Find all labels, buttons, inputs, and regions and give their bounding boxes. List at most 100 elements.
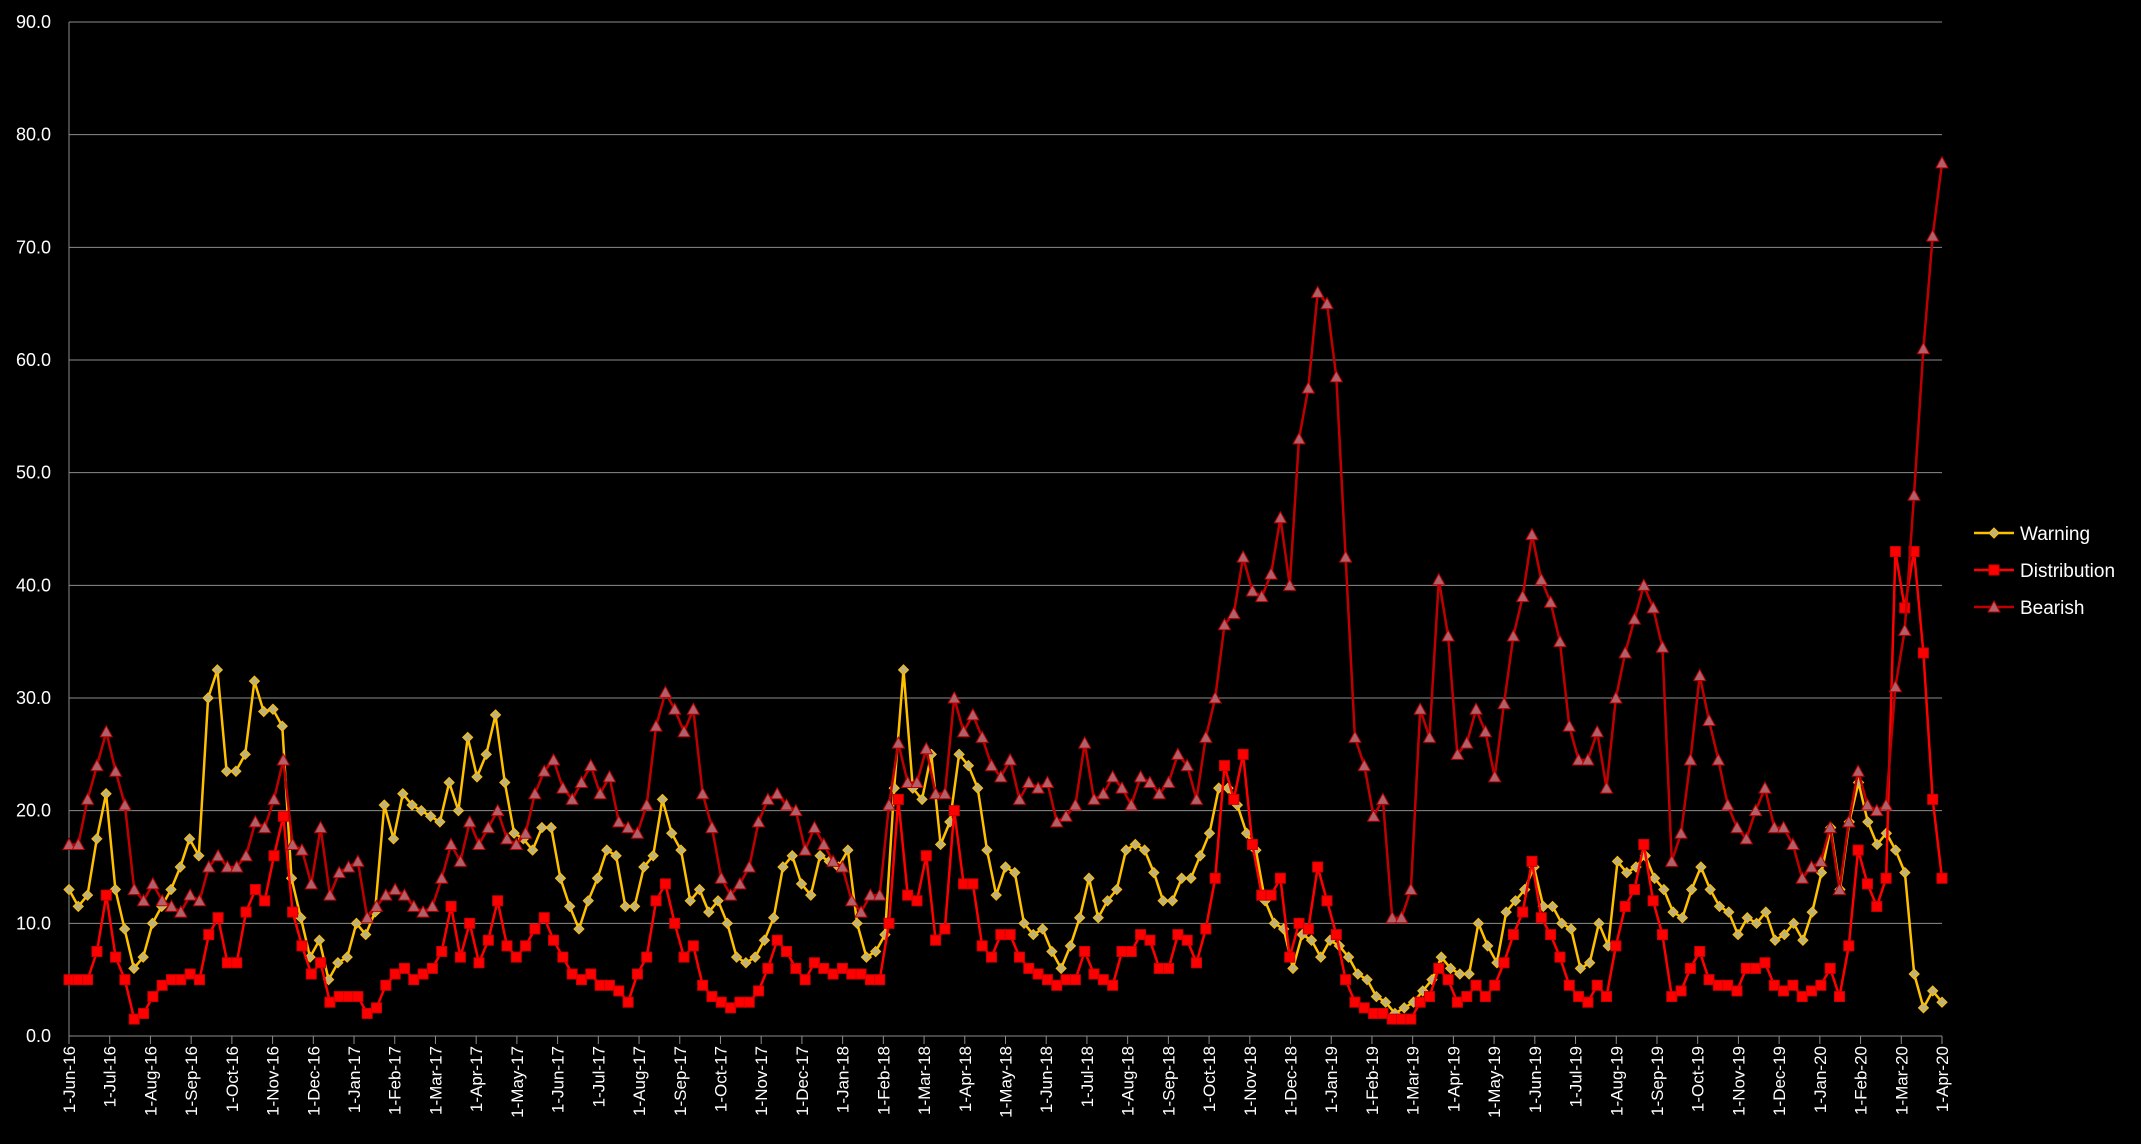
data-point-bearish	[1189, 792, 1204, 805]
data-point-bearish	[602, 769, 617, 783]
data-point-bearish	[947, 690, 962, 704]
data-point-distribution	[958, 878, 970, 890]
data-point-bearish	[1609, 690, 1623, 704]
data-point-distribution	[249, 884, 261, 896]
data-point-distribution	[1191, 957, 1203, 969]
data-point-distribution	[1787, 979, 1799, 991]
data-point-bearish	[1431, 572, 1446, 586]
data-point-warning	[1565, 923, 1577, 935]
data-point-bearish	[1124, 797, 1139, 811]
data-point-bearish	[966, 707, 980, 721]
data-point-distribution	[939, 923, 951, 935]
x-tick-label: 1-Jul-19	[1567, 1046, 1586, 1107]
x-tick-label: 1-Nov-17	[752, 1046, 771, 1116]
series-group	[62, 155, 1949, 1025]
y-tick-label: 50.0	[16, 463, 51, 483]
series-distribution	[63, 546, 1948, 1025]
data-point-warning	[638, 861, 650, 873]
data-point-distribution	[911, 895, 923, 907]
data-point-distribution	[1237, 748, 1249, 760]
data-point-distribution	[808, 957, 820, 969]
data-point-distribution	[1349, 996, 1361, 1008]
data-point-distribution	[1451, 996, 1463, 1008]
data-point-distribution	[1889, 546, 1901, 558]
data-point-bearish	[900, 775, 915, 788]
x-tick-label: 1-May-18	[997, 1046, 1016, 1118]
data-point-bearish	[1907, 488, 1921, 501]
data-point-distribution	[799, 974, 811, 986]
data-point-distribution	[986, 951, 998, 963]
data-point-warning	[1500, 906, 1512, 918]
data-point-warning	[1927, 985, 1939, 997]
x-tick-label: 1-Jun-19	[1526, 1046, 1545, 1113]
data-point-distribution	[520, 940, 532, 952]
x-tick-label: 1-Apr-20	[1933, 1046, 1952, 1112]
data-point-distribution	[883, 917, 895, 929]
data-point-bearish	[108, 764, 123, 777]
data-point-bearish	[1003, 752, 1018, 766]
data-point-warning	[1685, 883, 1698, 896]
x-tick-label: 1-Sep-17	[671, 1046, 690, 1116]
data-point-warning	[1778, 928, 1791, 941]
x-tick-label: 1-Feb-17	[386, 1046, 405, 1115]
data-point-warning	[582, 895, 594, 907]
data-point-distribution	[352, 991, 364, 1003]
data-point-distribution	[1293, 917, 1305, 929]
data-point-distribution	[1759, 957, 1771, 969]
data-point-bearish	[1292, 431, 1306, 445]
data-point-distribution	[1442, 974, 1454, 986]
data-point-distribution	[343, 991, 355, 1003]
data-point-warning	[1166, 895, 1179, 907]
data-point-distribution	[1731, 985, 1743, 997]
data-point-bearish	[1664, 854, 1679, 867]
data-point-warning	[406, 799, 418, 811]
data-point-distribution	[1218, 760, 1230, 772]
y-tick-label: 40.0	[16, 575, 51, 595]
data-point-distribution	[650, 895, 662, 907]
data-point-warning	[378, 799, 390, 811]
data-point-distribution	[743, 996, 755, 1008]
data-point-warning	[1667, 906, 1679, 918]
x-tick-label: 1-Oct-17	[711, 1046, 730, 1112]
x-tick-label: 1-Dec-17	[793, 1046, 812, 1116]
data-point-distribution	[277, 810, 289, 822]
data-point-bearish	[90, 758, 104, 772]
data-point-bearish	[844, 893, 859, 907]
data-point-distribution	[1582, 996, 1594, 1008]
x-tick-label: 1-Sep-18	[1159, 1046, 1178, 1116]
data-point-bearish	[360, 910, 375, 924]
data-point-bearish	[611, 814, 626, 828]
data-point-distribution	[193, 974, 205, 986]
data-point-bearish	[1404, 882, 1418, 896]
x-tick-label: 1-Nov-19	[1729, 1046, 1748, 1116]
data-point-bearish	[1506, 628, 1521, 642]
axes	[68, 22, 1943, 1044]
data-point-bearish	[425, 899, 440, 912]
data-point-bearish	[956, 724, 971, 738]
legend-label: Warning	[2020, 524, 2090, 545]
data-point-bearish	[1208, 690, 1223, 704]
data-point-bearish	[919, 741, 934, 755]
data-point-warning	[934, 838, 947, 851]
data-point-bearish	[388, 882, 402, 896]
data-point-warning	[1009, 866, 1021, 879]
data-point-bearish	[1832, 882, 1847, 896]
data-point-distribution	[1200, 923, 1212, 935]
data-point-bearish	[1888, 679, 1903, 693]
data-point-bearish	[518, 826, 533, 839]
series-warning	[63, 664, 1948, 1020]
data-point-bearish	[1413, 702, 1428, 715]
x-tick-label: 1-Dec-18	[1282, 1046, 1301, 1116]
data-point-bearish	[1543, 595, 1558, 608]
data-point-distribution	[790, 962, 802, 974]
data-point-bearish	[173, 905, 188, 918]
data-point-warning	[1732, 928, 1744, 941]
data-point-bearish	[1739, 831, 1754, 845]
data-point-bearish	[472, 837, 486, 850]
data-point-warning	[239, 748, 251, 761]
data-point-warning	[1472, 917, 1485, 930]
data-point-warning	[332, 957, 344, 969]
data-point-bearish	[705, 820, 719, 834]
data-point-distribution	[1256, 889, 1268, 901]
data-point-warning	[1305, 934, 1318, 946]
